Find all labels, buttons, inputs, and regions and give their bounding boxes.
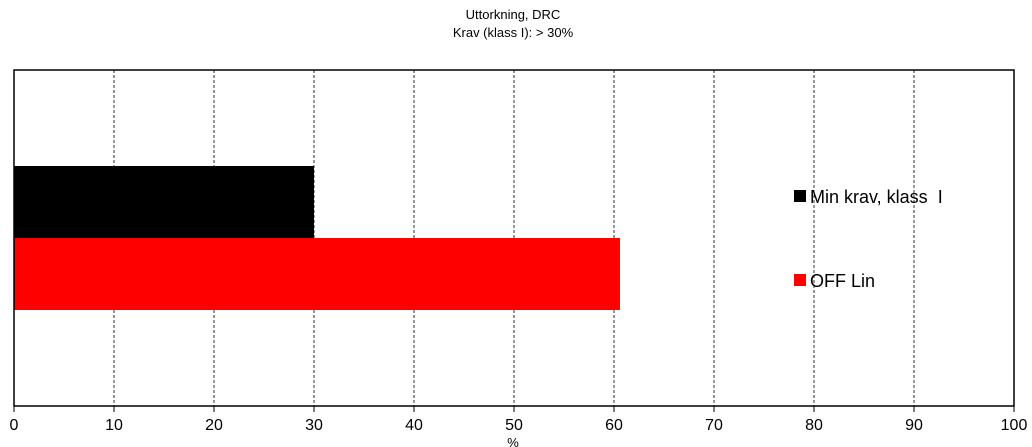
tick-label: 90 xyxy=(905,417,923,434)
bar xyxy=(14,238,620,310)
tick-label: 10 xyxy=(105,417,123,434)
legend: Min krav, klass I OFF Lin xyxy=(794,187,943,291)
tick-label: 50 xyxy=(505,417,523,434)
tick-label: 60 xyxy=(605,417,623,434)
legend-label: OFF Lin xyxy=(810,271,875,291)
chart-title-line: Uttorkning, DRC xyxy=(466,7,561,22)
tick-label: 100 xyxy=(1001,417,1028,434)
bars xyxy=(14,166,620,310)
legend-label: Min krav, klass I xyxy=(810,187,943,207)
legend-swatch xyxy=(794,274,806,286)
x-axis: 0 10 20 30 40 50 60 70 80 90 100 xyxy=(10,406,1028,434)
tick-label: 0 xyxy=(10,417,19,434)
legend-swatch xyxy=(794,190,806,202)
tick-label: 30 xyxy=(305,417,323,434)
chart-subtitle-line: Krav (klass I): > 30% xyxy=(453,25,574,40)
tick-label: 20 xyxy=(205,417,223,434)
tick-label: 40 xyxy=(405,417,423,434)
x-axis-label: % xyxy=(507,435,519,447)
chart-title: Uttorkning, DRC Krav (klass I): > 30% xyxy=(453,7,574,40)
bar xyxy=(14,166,314,238)
tick-label: 70 xyxy=(705,417,723,434)
tick-label: 80 xyxy=(805,417,823,434)
